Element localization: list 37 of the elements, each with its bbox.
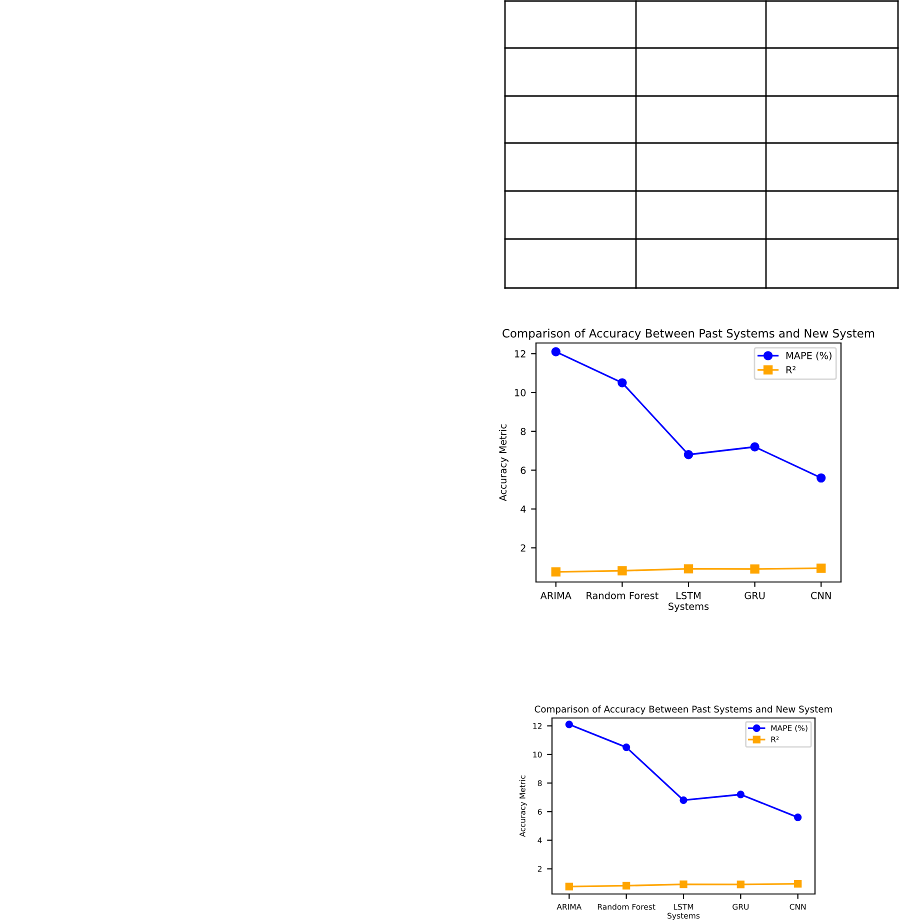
point: [794, 814, 802, 822]
x-tick-label: ARIMA: [540, 592, 572, 600]
point: [565, 882, 573, 890]
point: [750, 564, 760, 574]
point: [618, 566, 627, 576]
point: [794, 880, 802, 888]
point: [736, 790, 744, 798]
legend-label: R²: [786, 366, 796, 374]
legend-label: MAPE (%): [786, 352, 832, 360]
x-tick-label: GRU: [744, 592, 765, 600]
x-tick-label: LSTM: [676, 592, 700, 600]
point: [750, 442, 760, 452]
y-tick-label: 8: [520, 428, 526, 436]
x-axis-title: Systems: [668, 602, 709, 612]
point: [680, 796, 688, 804]
x-tick-label: CNN: [811, 592, 831, 600]
y-axis-title: Accuracy Metric: [499, 424, 508, 502]
y-tick-label: 2: [520, 544, 526, 552]
point: [551, 347, 560, 356]
point: [680, 880, 688, 888]
point: [816, 564, 826, 573]
point: [622, 882, 630, 890]
point: [618, 378, 627, 388]
y-tick-label: 10: [515, 389, 526, 396]
x-tick-label: Random Forest: [586, 592, 658, 600]
point: [684, 450, 694, 460]
point: [816, 473, 826, 483]
chart-title: Comparison of Accuracy Between Past Systems and New System: [502, 328, 874, 340]
point: [622, 743, 630, 752]
point: [684, 564, 694, 574]
y-tick-label: 6: [520, 466, 526, 474]
y-tick-label: 12: [515, 350, 526, 358]
point: [565, 720, 573, 728]
y-tick-label: 4: [520, 506, 526, 513]
chart-title: Comparison of Accuracy Between Past Systems and New System: [534, 705, 832, 714]
point: [551, 567, 560, 577]
point: [736, 880, 744, 888]
